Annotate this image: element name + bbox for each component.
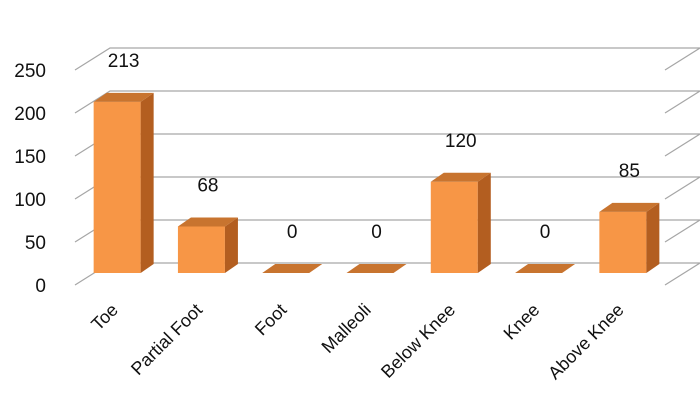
bar	[177, 217, 238, 273]
bar-top	[430, 172, 491, 182]
y-tick-label: 250	[14, 61, 46, 82]
gridline	[74, 47, 700, 71]
data-label: 0	[540, 222, 551, 243]
data-label: 85	[619, 161, 640, 182]
bar	[93, 92, 154, 273]
bar-front	[599, 211, 647, 273]
bar-front	[430, 181, 478, 273]
gridline	[74, 176, 700, 200]
bar-side	[140, 92, 154, 273]
gridline	[74, 262, 700, 286]
gridline	[74, 90, 700, 114]
gridline	[74, 133, 700, 157]
data-label: 120	[445, 131, 477, 152]
bar-top	[262, 264, 323, 273]
bar-top	[346, 264, 407, 273]
x-tick-label: Malleoli	[318, 300, 375, 357]
bar	[430, 172, 491, 273]
bar-top	[177, 217, 238, 227]
data-label: 68	[197, 176, 218, 197]
bar	[599, 202, 660, 273]
gridlines	[74, 47, 700, 286]
x-tick-label: Toe	[87, 300, 122, 335]
bar	[346, 264, 407, 273]
x-tick-label: Above Knee	[544, 300, 627, 383]
x-tick-label: Knee	[500, 300, 544, 344]
bar-side	[477, 172, 491, 273]
bars	[93, 92, 660, 273]
bar-front	[177, 226, 225, 273]
y-axis-tick-labels: 0 50 100 150 200 250	[14, 61, 46, 297]
bar-side	[646, 202, 660, 273]
bar	[515, 264, 576, 273]
gridline	[74, 219, 700, 243]
x-axis-tick-labels: Toe Partial Foot Foot Malleoli Below Knee Kne…	[87, 300, 627, 383]
bar-top	[93, 92, 154, 102]
y-tick-label: 150	[14, 147, 46, 168]
bar-top	[599, 202, 660, 212]
y-tick-label: 0	[35, 276, 46, 297]
x-tick-label: Below Knee	[377, 300, 459, 382]
y-tick-label: 200	[14, 104, 46, 125]
x-tick-label: Foot	[251, 300, 291, 340]
data-labels: 213 68 0 0 120 0 85	[108, 51, 640, 243]
y-tick-label: 100	[14, 190, 46, 211]
bar-top	[515, 264, 576, 273]
y-tick-label: 50	[25, 233, 46, 254]
x-tick-label: Partial Foot	[127, 300, 206, 379]
data-label: 0	[371, 222, 382, 243]
bar-front	[93, 101, 141, 273]
data-label: 0	[287, 222, 298, 243]
data-label: 213	[108, 51, 140, 72]
bar-side	[224, 217, 238, 273]
bar	[262, 264, 323, 273]
